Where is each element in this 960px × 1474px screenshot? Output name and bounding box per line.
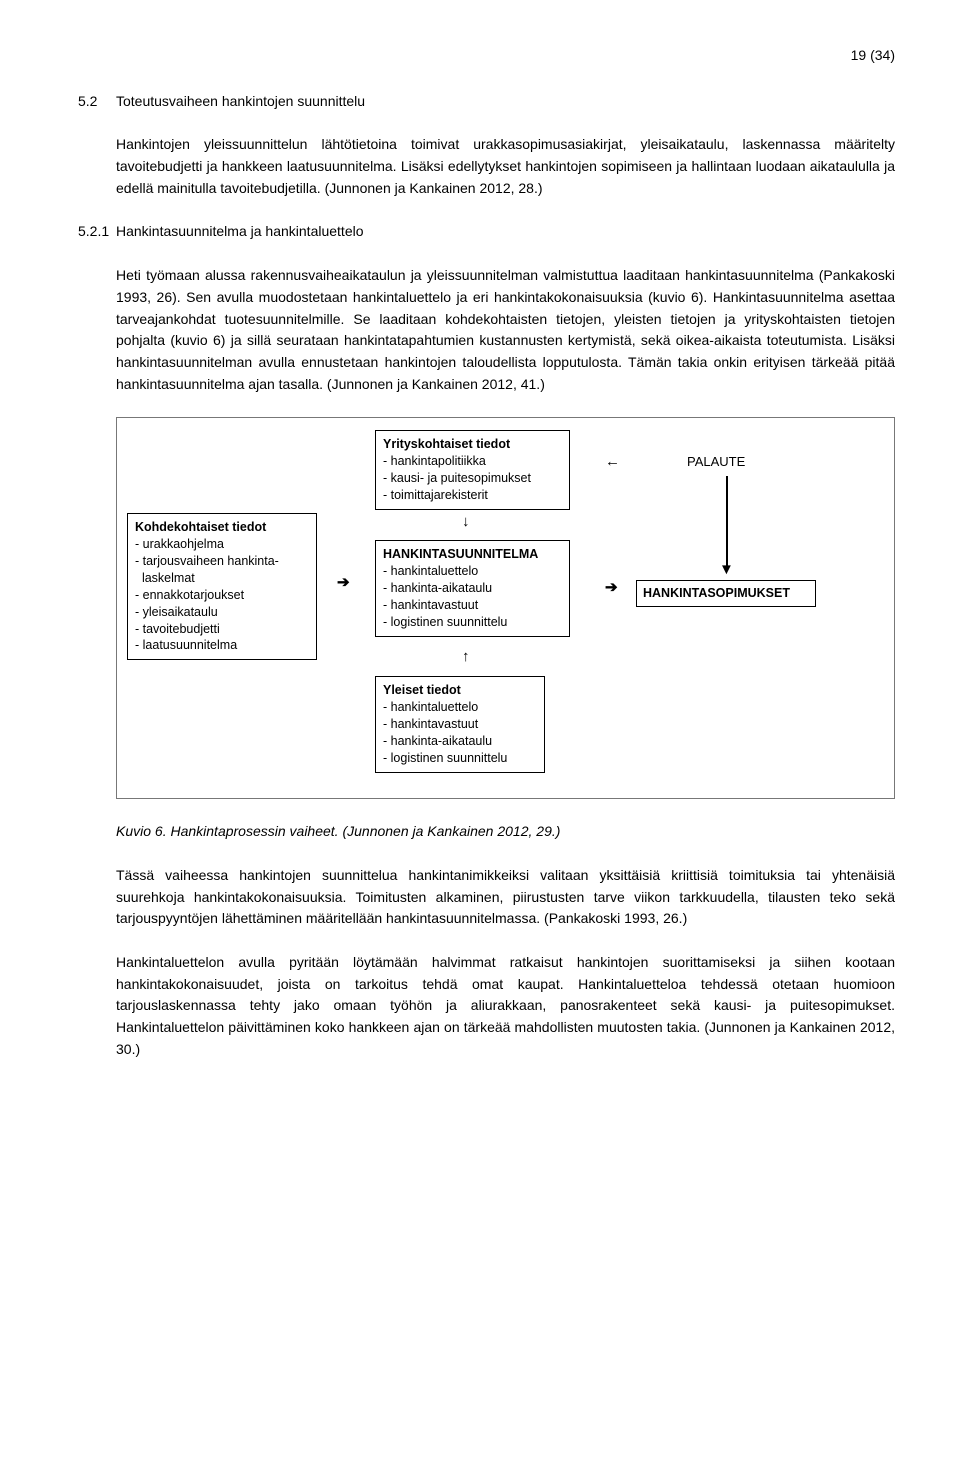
paragraph-3: Tässä vaiheessa hankintojen suunnittelua… <box>116 865 895 930</box>
subsection-heading: 5.2.1 Hankintasuunnitelma ja hankintalue… <box>78 221 895 243</box>
diagram-box-right: HANKINTASOPIMUKSET <box>636 580 816 607</box>
section-title: Toteutusvaiheen hankintojen suunnittelu <box>116 91 365 113</box>
box-mid-center-item: - logistinen suunnittelu <box>383 614 562 631</box>
box-left-item: - tavoitebudjetti <box>135 621 309 638</box>
box-top-center-item: - kausi- ja puitesopimukset <box>383 470 562 487</box>
box-left-item: - laatusuunnitelma <box>135 637 309 654</box>
paragraph-4: Hankintaluettelon avulla pyritään löytäm… <box>116 952 895 1060</box>
arrow-down-icon: ↓ <box>462 512 470 532</box>
arrow-left-icon: ← <box>605 452 620 472</box>
box-left-item: - yleisaikataulu <box>135 604 309 621</box>
box-left-item: - urakkaohjelma <box>135 536 309 553</box>
paragraph-2: Heti työmaan alussa rakennusvaiheaikatau… <box>116 265 895 395</box>
box-right-title: HANKINTASOPIMUKSET <box>643 585 809 602</box>
box-left-title: Kohdekohtaiset tiedot <box>135 519 309 536</box>
box-bottom-center-item: - hankintaluettelo <box>383 699 537 716</box>
box-left-items: - urakkaohjelma - tarjousvaiheen hankint… <box>135 536 309 654</box>
box-top-center-items: - hankintapolitiikka - kausi- ja puiteso… <box>383 453 562 504</box>
subsection-number: 5.2.1 <box>78 221 116 243</box>
diagram-frame: Kohdekohtaiset tiedot - urakkaohjelma - … <box>116 417 895 799</box>
figure-caption: Kuvio 6. Hankintaprosessin vaiheet. (Jun… <box>116 821 895 843</box>
feedback-label: PALAUTE <box>687 453 745 471</box>
box-mid-center-item: - hankintavastuut <box>383 597 562 614</box>
box-top-center-item: - toimittajarekisterit <box>383 487 562 504</box>
box-bottom-center-items: - hankintaluettelo - hankintavastuut - h… <box>383 699 537 767</box>
arrow-right-icon: ➔ <box>605 578 618 598</box>
paragraph-1: Hankintojen yleissuunnittelun lähtötieto… <box>116 134 895 199</box>
box-left-item: - ennakkotarjoukset <box>135 587 309 604</box>
section-number: 5.2 <box>78 91 116 113</box>
box-mid-center-items: - hankintaluettelo - hankinta-aikataulu … <box>383 563 562 631</box>
diagram-box-top-center: Yrityskohtaiset tiedot - hankintapolitii… <box>375 430 570 510</box>
arrow-up-icon: ↑ <box>462 647 470 667</box>
section-heading: 5.2 Toteutusvaiheen hankintojen suunnitt… <box>78 91 895 113</box>
box-mid-center-title: HANKINTASUUNNITELMA <box>383 546 562 563</box>
subsection-title: Hankintasuunnitelma ja hankintaluettelo <box>116 221 364 243</box>
box-top-center-item: - hankintapolitiikka <box>383 453 562 470</box>
arrow-right-icon: ➔ <box>337 573 350 593</box>
diagram-box-mid-center: HANKINTASUUNNITELMA - hankintaluettelo -… <box>375 540 570 636</box>
diagram-box-bottom-center: Yleiset tiedot - hankintaluettelo - hank… <box>375 676 545 772</box>
diagram-box-left: Kohdekohtaiset tiedot - urakkaohjelma - … <box>127 513 317 660</box>
box-mid-center-item: - hankintaluettelo <box>383 563 562 580</box>
box-bottom-center-title: Yleiset tiedot <box>383 682 537 699</box>
box-bottom-center-item: - hankintavastuut <box>383 716 537 733</box>
box-left-item: laskelmat <box>135 570 309 587</box>
box-bottom-center-item: - logistinen suunnittelu <box>383 750 537 767</box>
box-mid-center-item: - hankinta-aikataulu <box>383 580 562 597</box>
page-number: 19 (34) <box>78 45 895 67</box>
box-left-item: - tarjousvaiheen hankinta- <box>135 553 309 570</box>
box-top-center-title: Yrityskohtaiset tiedot <box>383 436 562 453</box>
box-bottom-center-item: - hankinta-aikataulu <box>383 733 537 750</box>
